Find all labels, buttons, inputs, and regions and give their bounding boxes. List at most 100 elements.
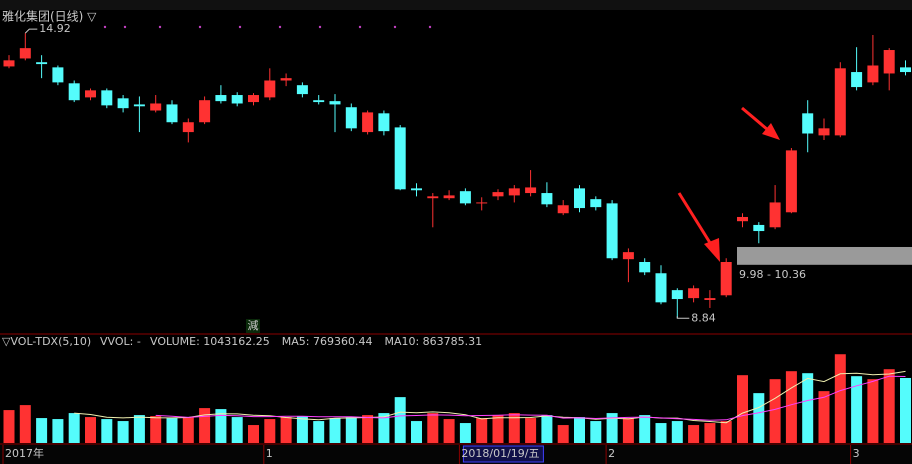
volume-bar — [737, 375, 748, 443]
candle-body — [818, 128, 830, 136]
candle-body — [166, 104, 178, 123]
volume-subtitle: VVOL: - — [100, 335, 141, 348]
volume-bar — [785, 371, 797, 443]
candle-body — [280, 78, 292, 81]
candle-body — [459, 191, 471, 204]
candle-body — [851, 72, 863, 88]
candle-body — [606, 203, 618, 259]
volume-bar — [867, 379, 879, 443]
volume-bar — [199, 408, 211, 443]
candle-body — [688, 288, 700, 299]
candle-body — [68, 83, 80, 101]
volume-bar — [834, 354, 846, 443]
volume-bar — [900, 377, 911, 443]
candle-body — [574, 188, 585, 209]
candle-body — [231, 95, 243, 104]
time-axis — [0, 445, 912, 464]
candle-body — [117, 98, 129, 109]
candle-body — [541, 193, 553, 205]
volume-bar — [231, 417, 243, 443]
volume-readout: MA10: 863785.31 — [384, 335, 482, 348]
candle-body — [3, 60, 15, 67]
volume-bar — [622, 418, 634, 443]
candle-body — [525, 187, 537, 194]
volume-bar — [606, 413, 618, 443]
volume-bar — [883, 369, 895, 443]
volume-bar — [3, 410, 15, 443]
candle-body — [557, 205, 569, 214]
candle-body — [883, 50, 895, 74]
candle-body — [101, 90, 113, 106]
candle-body — [753, 224, 765, 232]
candle-body — [411, 188, 422, 191]
candle-body — [313, 100, 325, 103]
volume-bar — [85, 417, 96, 443]
candle-body — [296, 85, 308, 95]
candle-body — [720, 261, 732, 296]
candle-body — [329, 101, 341, 105]
range-label: 9.98 - 10.36 — [739, 268, 806, 281]
volume-bar — [362, 415, 374, 443]
volume-bar — [541, 415, 553, 443]
candle-body — [492, 192, 504, 197]
candle-body — [639, 261, 651, 273]
candle-body — [150, 103, 162, 111]
volume-bar — [166, 418, 178, 443]
candle-body — [785, 150, 797, 213]
volume-bar — [720, 421, 732, 443]
time-label: 2017年 — [5, 446, 44, 460]
volume-bar — [818, 391, 830, 443]
high-label: 14.92 — [39, 22, 71, 35]
volume-bar — [476, 418, 488, 443]
volume-bar — [525, 418, 537, 443]
volume-bar — [639, 415, 651, 443]
volume-bar — [688, 425, 700, 443]
volume-bar — [345, 417, 357, 443]
candle-body — [900, 67, 911, 73]
time-label: 2 — [608, 447, 615, 460]
volume-bar — [590, 421, 602, 443]
volume-bar — [182, 417, 194, 443]
candle-body — [215, 95, 227, 102]
signal-box — [246, 319, 260, 333]
volume-bar — [704, 423, 716, 443]
volume-panel — [3, 354, 911, 443]
volume-bar — [329, 418, 341, 443]
volume-bar — [851, 376, 863, 443]
candle-body — [36, 62, 48, 65]
candle-body — [427, 196, 439, 199]
volume-bar — [215, 409, 227, 443]
candle-body — [590, 199, 602, 208]
volume-bar — [753, 393, 765, 443]
volume-bar — [150, 416, 162, 443]
high-pointer — [24, 28, 38, 34]
volume-readout: MA5: 769360.44 — [282, 335, 373, 348]
volume-bar — [655, 423, 667, 443]
volume-bar — [492, 415, 504, 443]
toolbar-strip — [0, 0, 912, 10]
volume-bar — [264, 419, 276, 443]
candle-body — [443, 195, 455, 199]
date-box — [462, 445, 544, 463]
volume-bar — [459, 423, 471, 443]
candle-body — [671, 290, 683, 300]
time-label: 3 — [853, 447, 860, 460]
volume-bar — [427, 413, 439, 443]
volume-bar — [117, 421, 129, 443]
candle-body — [378, 113, 390, 132]
volume-bar — [411, 421, 422, 443]
volume-bar — [296, 416, 308, 443]
marker-dots — [103, 25, 432, 29]
volume-bar — [443, 419, 455, 443]
candle-body — [769, 202, 781, 228]
volume-title: ▽VOL-TDX(5,10) — [2, 335, 91, 348]
candle-body — [182, 122, 194, 133]
candle-body — [19, 48, 31, 59]
candle-body — [508, 188, 520, 196]
candle-body — [199, 100, 211, 123]
candle-body — [476, 202, 488, 204]
low-label: 8.84 — [691, 311, 716, 324]
candle-body — [85, 90, 96, 98]
candle-body — [52, 67, 64, 83]
